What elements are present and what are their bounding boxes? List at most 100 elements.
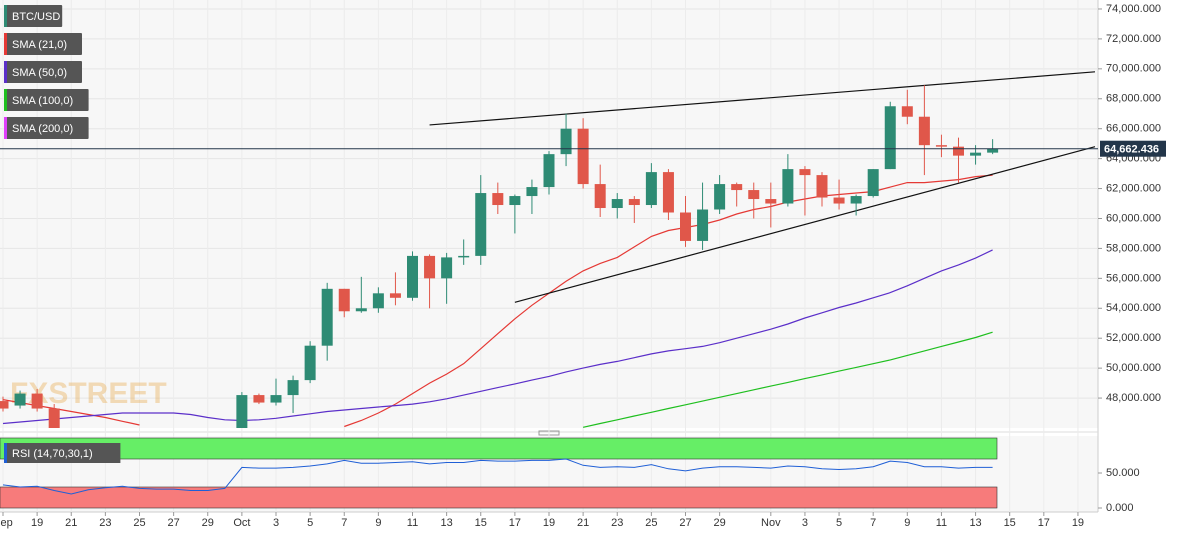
legend-label: BTC/USD: [12, 11, 60, 23]
x-tick-label: 27: [679, 517, 691, 529]
candle-body: [321, 288, 333, 346]
candle-body: [389, 293, 401, 298]
y-tick-label: 66,000.000: [1106, 123, 1161, 135]
x-tick-label: 3: [273, 517, 279, 529]
candle-body: [867, 169, 879, 197]
candle-body: [594, 184, 606, 209]
legend-box: [4, 33, 82, 55]
last-price-label: 64,662.436: [1104, 144, 1159, 156]
legend-swatch: [4, 61, 7, 83]
rsi-band: [0, 486, 998, 509]
candle-body: [0, 401, 9, 409]
candle-body: [953, 146, 964, 156]
candle-body: [526, 187, 538, 197]
x-tick-label: 7: [870, 517, 876, 529]
candle-body: [253, 395, 265, 403]
x-tick-label: 11: [407, 517, 418, 529]
legend-box: [4, 5, 63, 27]
sma-line: [582, 331, 993, 428]
y-tick-label: 62,000.000: [1106, 182, 1161, 194]
legend-label: SMA (200,0): [12, 123, 73, 135]
candle-body: [270, 395, 282, 403]
sma-line: [2, 174, 993, 428]
x-tick-label: Nov: [761, 517, 781, 529]
candle-body: [645, 172, 657, 206]
candle-body: [577, 128, 589, 185]
candle-body: [509, 196, 521, 206]
candle-body: [833, 197, 845, 204]
legend-label: SMA (100,0): [12, 95, 73, 107]
y-tick-label: 54,000.000: [1106, 302, 1161, 314]
candle-body: [748, 190, 760, 200]
legend-swatch: [4, 5, 7, 27]
x-tick-label: 9: [375, 517, 381, 529]
x-tick-label: 5: [836, 517, 842, 529]
y-tick-label: 68,000.000: [1106, 93, 1161, 105]
x-tick-label: 11: [936, 517, 947, 529]
legend-label: RSI (14,70,30,1): [12, 448, 93, 460]
x-tick-label: 25: [645, 517, 657, 529]
candle-body: [287, 380, 299, 396]
x-tick-label: 27: [168, 517, 180, 529]
y-tick-label: 0.000: [1106, 502, 1134, 514]
candle-body: [782, 169, 794, 204]
y-tick-label: 50,000.000: [1106, 362, 1161, 374]
legend-label: SMA (50,0): [12, 67, 67, 79]
y-tick-label: 72,000.000: [1106, 33, 1161, 45]
candle-body: [765, 199, 777, 204]
candle-body: [14, 393, 26, 406]
candle-body: [48, 408, 60, 428]
legend-swatch: [4, 89, 7, 111]
candle-body: [935, 145, 947, 147]
x-tick-label: 17: [509, 517, 521, 529]
candle-body: [611, 199, 623, 209]
candle-body: [31, 393, 43, 409]
candle-body: [901, 106, 913, 117]
candle-body: [662, 172, 674, 213]
legend-swatch: [4, 33, 7, 55]
candle-body: [441, 257, 453, 279]
candle-body: [884, 106, 896, 170]
candle-body: [714, 184, 726, 210]
x-tick-label: 7: [341, 517, 347, 529]
candle-body: [475, 193, 487, 256]
y-tick-label: 50.000: [1106, 467, 1140, 479]
candle-body: [424, 255, 436, 279]
legend-box: [4, 89, 89, 111]
candle-body: [560, 128, 572, 155]
candle-body: [628, 199, 640, 206]
y-tick-label: 52,000.000: [1106, 332, 1161, 344]
sma-line: [2, 249, 993, 425]
y-tick-label: 74,000.000: [1106, 3, 1161, 15]
candle-body: [987, 148, 999, 153]
x-tick-label: 5: [307, 517, 313, 529]
trendline: [429, 71, 1096, 126]
trendline: [514, 146, 1096, 303]
x-tick-label: 23: [99, 517, 111, 529]
candle-body: [458, 255, 470, 258]
legend-box: [4, 443, 121, 463]
legend-swatch: [4, 117, 7, 139]
legend-label: SMA (21,0): [12, 39, 67, 51]
x-tick-label: Oct: [233, 517, 250, 529]
candle-body: [338, 288, 350, 312]
candle-body: [850, 196, 862, 204]
y-tick-label: 60,000.000: [1106, 212, 1161, 224]
candle-body: [407, 255, 418, 298]
y-tick-label: 70,000.000: [1106, 63, 1161, 75]
legend-box: [4, 61, 82, 83]
x-tick-label: 19: [31, 517, 43, 529]
candle-body: [731, 184, 743, 191]
last-price-tag: [1100, 140, 1166, 157]
x-tick-label: 19: [543, 517, 555, 529]
candle-body: [816, 175, 828, 198]
x-tick-label: 15: [475, 517, 487, 529]
candle-body: [799, 169, 811, 176]
candle-body: [355, 308, 367, 312]
candle-body: [543, 154, 555, 188]
rsi-line: [2, 458, 993, 495]
y-tick-label: 56,000.000: [1106, 272, 1161, 284]
x-tick-label: 29: [714, 517, 726, 529]
y-tick-label: 58,000.000: [1106, 242, 1161, 254]
